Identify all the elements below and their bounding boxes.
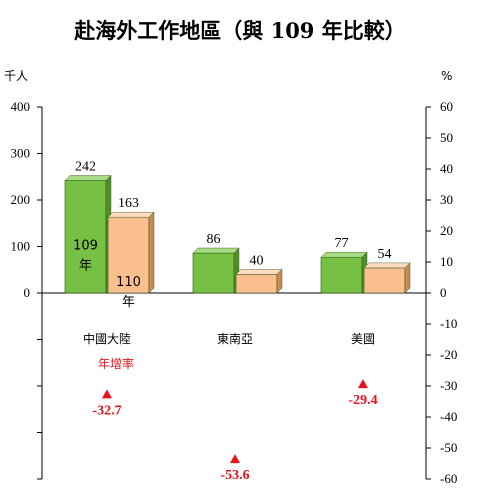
- bar-side-face: [276, 268, 283, 294]
- growth-rate-label: -32.7: [92, 403, 121, 418]
- category-label: 東南亞: [217, 331, 253, 346]
- growth-rate-label: -29.4: [348, 393, 377, 408]
- right-tick-label: -40: [440, 409, 457, 424]
- bar-top-face: [107, 212, 155, 218]
- right-axis-unit: %: [441, 69, 452, 83]
- right-tick-label: -20: [440, 347, 457, 362]
- right-tick-label: 60: [440, 99, 453, 114]
- bars: 242 109 年 163 110 年 86 40 77 54: [64, 159, 411, 310]
- bar: [363, 267, 406, 294]
- growth-rate-marker: [230, 454, 240, 464]
- bar-side-face: [148, 211, 155, 294]
- series-name-label: 109: [73, 238, 98, 253]
- left-tick-label: 0: [24, 285, 31, 300]
- bar-top-face: [363, 262, 411, 269]
- bar-value-label: 86: [207, 232, 221, 247]
- series-name-label: 年: [79, 258, 92, 273]
- bar: [64, 180, 107, 294]
- series-name-label: 110: [116, 275, 141, 290]
- series-name-label: 年: [122, 295, 135, 310]
- right-tick-label: 0: [440, 285, 447, 300]
- growth-rate-marker: [358, 379, 368, 389]
- bar-value-label: 40: [250, 253, 264, 268]
- right-tick-label: -60: [440, 471, 457, 486]
- category-label: 中國大陸: [83, 331, 131, 346]
- bar: [235, 274, 278, 294]
- bar-value-label: 77: [335, 236, 349, 251]
- category-labels: 中國大陸 東南亞 美國: [83, 331, 375, 346]
- bar-value-label: 242: [75, 159, 96, 174]
- bar: [320, 256, 363, 294]
- right-tick-label: -50: [440, 440, 457, 455]
- right-tick-label: -10: [440, 316, 457, 331]
- right-tick-label: 50: [440, 130, 453, 145]
- bar: [107, 216, 150, 294]
- chart-title: 赴海外工作地區（與 109 年比較）: [73, 18, 405, 43]
- bar: [192, 252, 235, 294]
- right-tick-label: 10: [440, 254, 453, 269]
- left-axis-unit: 千人: [4, 69, 28, 83]
- right-tick-label: -30: [440, 378, 457, 393]
- axes: 40030020010006050403020100-10-20-30-40-5…: [11, 99, 458, 486]
- growth-rate-label: -53.6: [220, 468, 249, 483]
- left-tick-label: 400: [11, 99, 31, 114]
- right-tick-label: 20: [440, 223, 453, 238]
- category-label: 美國: [351, 332, 375, 346]
- growth-rate-caption: 年增率: [98, 356, 134, 371]
- right-tick-label: 40: [440, 161, 453, 176]
- bar-top-face: [64, 175, 112, 181]
- growth-rates: -32.7 -53.6 -29.4: [92, 379, 378, 483]
- bar-top-face: [235, 269, 283, 275]
- left-tick-label: 300: [11, 146, 31, 161]
- growth-rate-marker: [102, 389, 112, 399]
- bar-value-label: 163: [118, 196, 139, 211]
- right-tick-label: 30: [440, 192, 453, 207]
- bar-top-face: [320, 251, 368, 258]
- bar-value-label: 54: [378, 247, 392, 262]
- bar-top-face: [192, 247, 240, 254]
- left-tick-label: 200: [11, 192, 31, 207]
- bar-side-face: [404, 262, 411, 294]
- left-tick-label: 100: [11, 239, 31, 254]
